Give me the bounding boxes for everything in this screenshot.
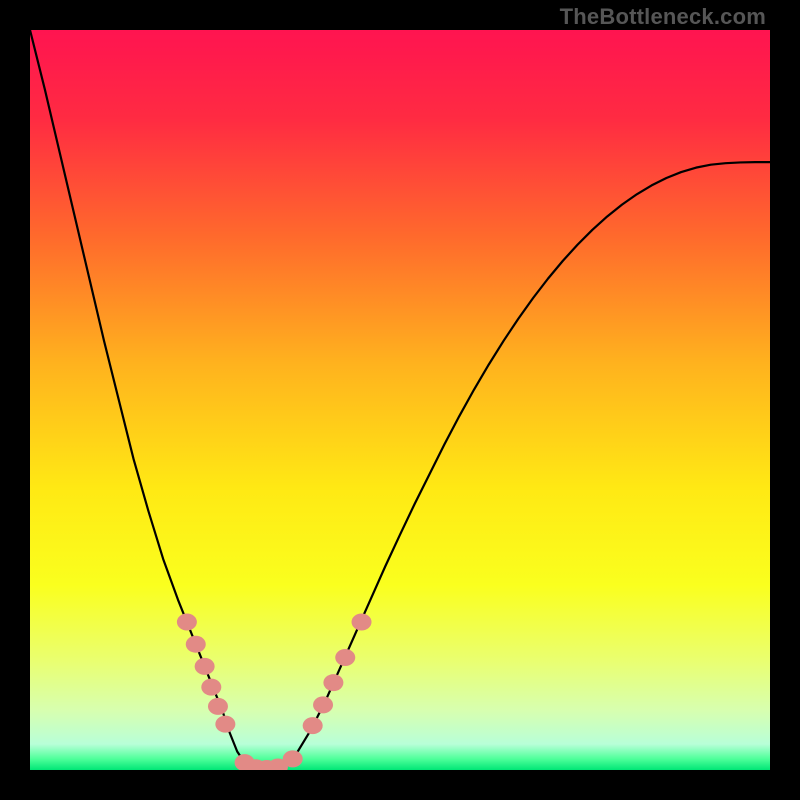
curve-marker: [215, 716, 235, 733]
curve-marker: [283, 750, 303, 767]
curve-marker: [323, 674, 343, 691]
plot-area: [30, 30, 770, 770]
watermark-text: TheBottleneck.com: [560, 4, 766, 30]
curve-marker: [313, 696, 333, 713]
curve-marker: [335, 649, 355, 666]
curve-marker: [177, 614, 197, 631]
curve-marker: [195, 658, 215, 675]
curve-marker: [303, 717, 323, 734]
chart-frame: TheBottleneck.com: [0, 0, 800, 800]
curve-marker: [352, 614, 372, 631]
curve-marker: [208, 698, 228, 715]
bottleneck-curve: [30, 30, 770, 770]
marker-group: [177, 614, 372, 771]
curve-marker: [201, 679, 221, 696]
chart-svg: [30, 30, 770, 770]
curve-marker: [186, 636, 206, 653]
